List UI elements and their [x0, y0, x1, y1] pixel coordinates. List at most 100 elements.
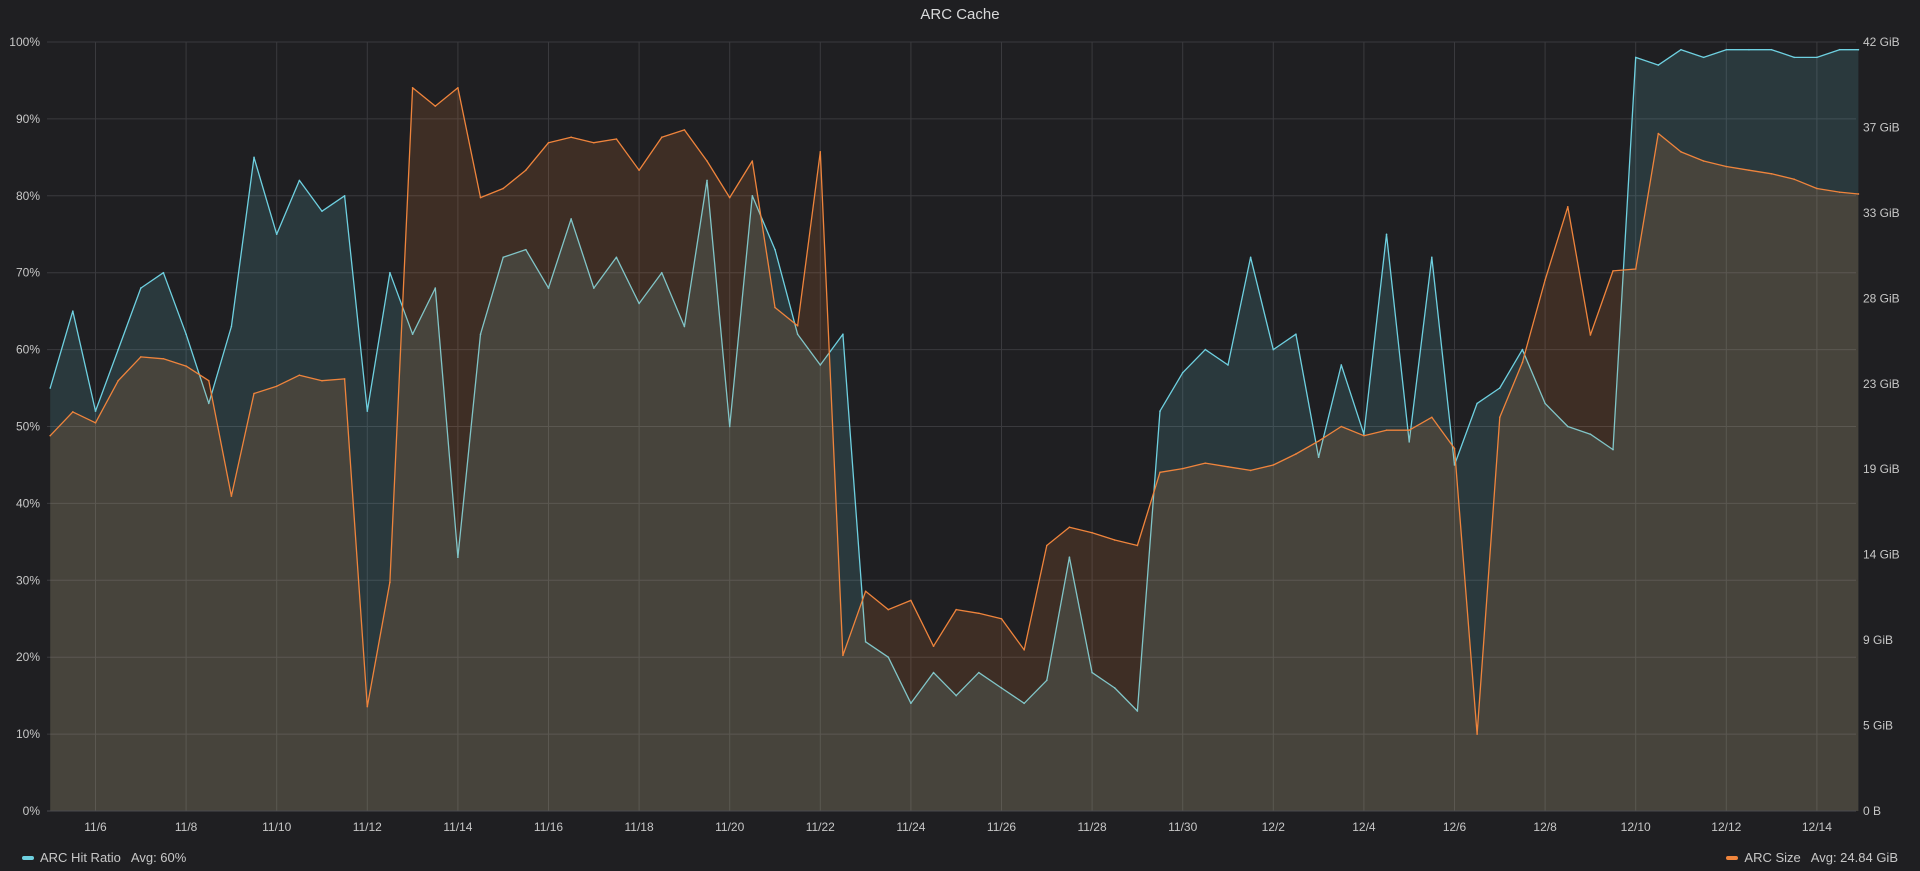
legend-swatch-hit-ratio	[22, 855, 34, 860]
series-point-arc-hit-ratio	[774, 248, 776, 251]
series-point-arc-hit-ratio	[275, 233, 278, 236]
series-point-arc-size	[1634, 268, 1637, 270]
series-point-arc-hit-ratio	[1453, 464, 1456, 466]
series-point-arc-hit-ratio	[796, 333, 799, 336]
x-tick-label: 11/20	[715, 820, 744, 834]
y-right-tick-label: 28 GiB	[1863, 291, 1900, 305]
series-point-arc-size	[411, 86, 414, 89]
y-left-tick-label: 30%	[16, 573, 40, 587]
series-point-arc-size	[1091, 531, 1093, 534]
series-point-arc-size	[185, 365, 187, 367]
series-point-arc-hit-ratio	[1657, 64, 1660, 66]
series-point-arc-size	[796, 324, 799, 327]
series-point-arc-size	[457, 86, 459, 89]
series-point-arc-hit-ratio	[1068, 556, 1071, 559]
series-point-arc-hit-ratio	[1589, 433, 1592, 435]
series-point-arc-size	[275, 385, 278, 388]
y-right-tick-label: 37 GiB	[1863, 121, 1900, 135]
legend-item-hit-ratio[interactable]: ARC Hit Ratio Avg: 60%	[22, 850, 186, 865]
series-point-arc-hit-ratio	[1634, 56, 1637, 59]
series-point-arc-hit-ratio	[683, 325, 686, 328]
series-point-arc-hit-ratio	[1272, 348, 1275, 351]
series-point-arc-size	[343, 378, 346, 380]
series-point-arc-size	[502, 187, 505, 190]
legend-swatch-arc-size	[1726, 855, 1739, 860]
series-point-arc-size	[1385, 429, 1388, 431]
series-point-arc-hit-ratio	[1000, 687, 1003, 689]
y-left-tick-label: 80%	[16, 189, 40, 203]
y-left-tick-label: 100%	[9, 35, 40, 49]
series-point-arc-size	[819, 151, 822, 153]
legend-label-hit-ratio: ARC Hit Ratio	[40, 850, 121, 865]
series-area-arc-hit-ratio	[50, 49, 1859, 811]
series-point-arc-hit-ratio	[1431, 256, 1433, 259]
series-point-arc-size	[864, 590, 867, 593]
x-tick-label: 11/30	[1168, 820, 1197, 834]
series-point-arc-hit-ratio	[343, 195, 346, 197]
y-right-tick-label: 33 GiB	[1863, 206, 1900, 220]
series-point-arc-size	[298, 374, 301, 377]
series-point-arc-size	[593, 141, 595, 144]
y-right-tick-label: 0 B	[1863, 804, 1881, 818]
series-point-arc-hit-ratio	[1136, 710, 1139, 712]
x-tick-label: 11/28	[1078, 820, 1107, 834]
series-point-arc-size	[479, 196, 482, 199]
series-point-arc-size	[660, 136, 663, 139]
legend-avg-arc-size: Avg: 24.84 GiB	[1810, 850, 1898, 865]
series-point-arc-size	[1295, 453, 1297, 455]
series-point-arc-hit-ratio	[638, 302, 640, 305]
series-point-arc-size	[1499, 416, 1501, 419]
series-point-arc-hit-ratio	[389, 271, 391, 274]
series-point-arc-hit-ratio	[411, 333, 414, 336]
series-point-arc-hit-ratio	[49, 387, 51, 389]
series-point-arc-size	[1612, 270, 1614, 272]
series-point-arc-hit-ratio	[525, 248, 527, 251]
series-point-arc-size	[1816, 187, 1818, 190]
series-point-arc-hit-ratio	[706, 179, 708, 182]
series-point-arc-hit-ratio	[1793, 56, 1796, 59]
x-tick-label: 11/10	[262, 820, 291, 834]
series-point-arc-hit-ratio	[1521, 348, 1524, 351]
series-point-arc-size	[1227, 465, 1229, 468]
series-point-arc-hit-ratio	[1113, 687, 1116, 689]
series-point-arc-size	[1363, 434, 1365, 437]
series-point-arc-size	[230, 495, 233, 497]
y-left-tick-label: 60%	[16, 343, 40, 357]
series-point-arc-size	[117, 379, 119, 382]
series-point-arc-size	[389, 581, 391, 583]
series-point-arc-size	[955, 608, 957, 611]
legend-item-arc-size[interactable]: ARC Size Avg: 24.84 GiB	[1726, 850, 1898, 865]
series-point-arc-hit-ratio	[547, 287, 550, 289]
y-right-tick-label: 42 GiB	[1863, 35, 1900, 49]
series-point-arc-hit-ratio	[1385, 233, 1388, 236]
series-point-arc-hit-ratio	[1046, 679, 1048, 682]
series-point-arc-hit-ratio	[207, 402, 210, 405]
x-tick-label: 11/6	[84, 820, 107, 834]
series-point-arc-size	[1272, 464, 1275, 466]
series-point-arc-hit-ratio	[1204, 348, 1207, 351]
series-point-arc-hit-ratio	[615, 256, 618, 259]
y-left-tick-label: 10%	[16, 727, 40, 741]
x-tick-label: 11/12	[353, 820, 382, 834]
series-point-arc-hit-ratio	[230, 325, 233, 328]
series-point-arc-size	[94, 422, 97, 424]
x-tick-label: 12/2	[1262, 820, 1286, 834]
series-point-arc-hit-ratio	[1023, 702, 1025, 705]
series-point-arc-size	[1340, 425, 1343, 428]
series-point-arc-hit-ratio	[1317, 456, 1320, 459]
x-tick-label: 11/18	[625, 820, 654, 834]
series-point-arc-hit-ratio	[502, 256, 505, 259]
series-point-arc-size	[932, 645, 935, 648]
x-tick-label: 11/22	[806, 820, 835, 834]
series-point-arc-size	[1770, 173, 1773, 175]
series-point-arc-size	[1544, 279, 1546, 281]
series-point-arc-size	[1000, 617, 1003, 620]
series-point-arc-size	[1136, 544, 1139, 547]
series-point-arc-size	[1159, 471, 1161, 474]
x-tick-label: 11/24	[896, 820, 925, 834]
series-point-arc-size	[547, 141, 550, 144]
x-tick-label: 12/10	[1621, 820, 1651, 834]
series-point-arc-size	[910, 599, 912, 602]
series-point-arc-size	[207, 379, 210, 382]
